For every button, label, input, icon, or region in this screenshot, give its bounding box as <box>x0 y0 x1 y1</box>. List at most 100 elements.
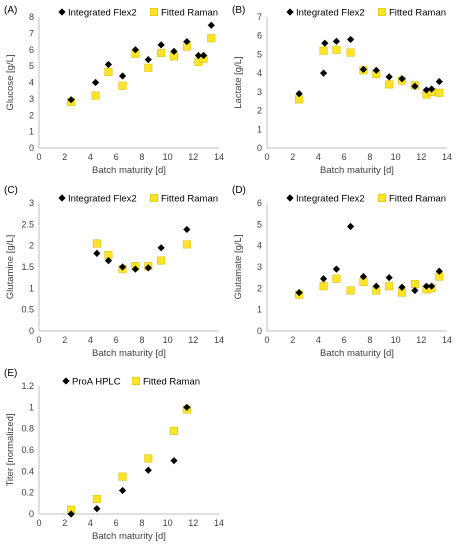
data-point <box>398 75 406 83</box>
data-point <box>170 426 178 435</box>
x-tick-label: 12 <box>188 518 198 528</box>
data-point <box>118 472 127 481</box>
data-point <box>92 239 101 248</box>
x-tick-label: 14 <box>442 152 452 162</box>
data-point <box>104 60 113 69</box>
legend-marker-diamond <box>286 8 294 16</box>
data-point <box>295 289 303 297</box>
legend-marker-diamond <box>62 377 70 385</box>
data-point <box>411 286 419 295</box>
x-tick-label: 10 <box>163 152 173 162</box>
y-tick-label: 4 <box>29 78 34 88</box>
x-axis-title: Batch maturity [d] <box>320 165 394 176</box>
data-point <box>144 466 152 474</box>
x-tick-label: 14 <box>442 335 452 345</box>
data-point <box>346 35 355 44</box>
data-point <box>93 505 101 513</box>
data-point <box>157 41 165 49</box>
data-point <box>319 69 328 77</box>
y-tick-label: 5 <box>257 219 262 229</box>
legend: Integrated Flex2 Fitted Raman <box>58 194 218 205</box>
series-diamond <box>93 225 191 273</box>
legend-marker-square <box>150 8 158 16</box>
x-tick-label: 4 <box>316 335 321 345</box>
data-point <box>67 510 75 518</box>
x-tick-label: 12 <box>188 152 198 162</box>
legend-marker-diamond <box>286 194 294 202</box>
y-axis-title: Titer [normalized] <box>5 413 16 486</box>
legend-label: Fitted Raman <box>161 8 218 19</box>
x-axis-title: Batch maturity [d] <box>320 348 394 359</box>
data-point <box>332 274 341 283</box>
x-tick-label: 12 <box>416 335 426 345</box>
y-tick-label: 0.6 <box>21 445 34 455</box>
x-tick-label: 6 <box>114 518 119 528</box>
legend-label: Fitted Raman <box>389 8 446 19</box>
data-point <box>118 486 127 495</box>
legend: Integrated Flex2 Fitted Raman <box>58 8 218 19</box>
y-tick-label: 0.5 <box>21 305 34 315</box>
x-tick-label: 2 <box>290 335 295 345</box>
x-tick-label: 12 <box>188 335 198 345</box>
data-point <box>295 90 303 98</box>
data-point <box>332 45 341 54</box>
chart-panel-5: (E) 0 2 4 6 8 10 12 14 0 0.2 0.4 0.6 0.8 1 1.2 Batch mat… <box>4 368 224 542</box>
y-tick-label: 6 <box>257 198 262 208</box>
legend-label: Integrated Flex2 <box>296 194 365 205</box>
x-tick-label: 10 <box>391 335 401 345</box>
data-point <box>183 225 191 234</box>
y-tick-label: 3 <box>29 198 34 208</box>
data-point <box>144 264 152 272</box>
x-axis-title: Batch maturity [d] <box>92 531 166 542</box>
series-square <box>92 239 191 274</box>
data-point <box>411 82 419 90</box>
y-tick-label: 3 <box>257 87 262 97</box>
y-tick-label: 1 <box>29 283 34 293</box>
data-point <box>346 48 355 57</box>
data-point <box>157 244 165 252</box>
x-axis-title: Batch maturity [d] <box>92 348 166 359</box>
x-tick-label: 4 <box>88 152 93 162</box>
data-point <box>427 282 436 290</box>
x-tick-label: 10 <box>391 152 401 162</box>
data-point <box>435 267 443 275</box>
x-tick-label: 8 <box>139 152 144 162</box>
y-tick-label: 7 <box>257 12 262 22</box>
data-point <box>319 46 328 55</box>
x-tick-label: 14 <box>214 152 224 162</box>
data-point <box>144 55 152 64</box>
x-tick-label: 14 <box>214 518 224 528</box>
y-axis-title: Glucose [g/L] <box>5 55 16 111</box>
y-tick-label: 0 <box>29 509 34 519</box>
x-tick-label: 6 <box>342 152 347 162</box>
data-point <box>319 275 328 283</box>
data-point <box>385 282 394 291</box>
legend: ProA HPLC Fitted Raman <box>62 377 200 388</box>
y-tick-label: 4 <box>257 241 262 251</box>
data-point <box>194 51 203 60</box>
legend-marker-square <box>378 194 386 202</box>
x-tick-label: 6 <box>342 335 347 345</box>
legend-marker-square <box>378 8 386 16</box>
data-point <box>385 73 393 81</box>
data-point <box>118 81 127 90</box>
data-point <box>398 283 406 291</box>
y-tick-label: 1.5 <box>21 262 34 272</box>
data-point <box>435 77 443 86</box>
data-point <box>410 280 419 289</box>
data-point <box>207 34 216 43</box>
data-point <box>332 37 341 45</box>
y-tick-label: 5 <box>29 61 34 71</box>
data-point <box>422 86 431 94</box>
legend-marker-diamond <box>58 194 66 202</box>
data-point <box>157 256 166 265</box>
y-tick-label: 3 <box>257 262 262 272</box>
x-tick-label: 6 <box>114 335 119 345</box>
data-point <box>92 495 101 504</box>
y-tick-label: 3 <box>29 94 34 104</box>
legend-label: Fitted Raman <box>161 194 218 205</box>
data-point <box>144 454 153 463</box>
